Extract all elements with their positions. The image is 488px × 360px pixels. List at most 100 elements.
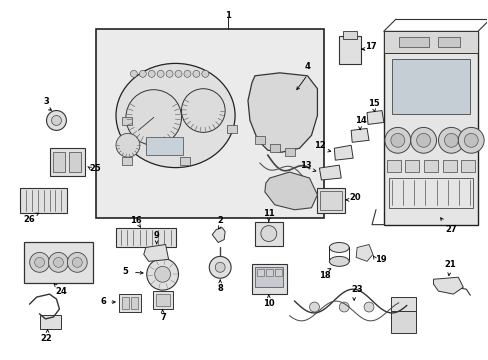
Text: 10: 10 xyxy=(263,299,274,308)
FancyBboxPatch shape xyxy=(317,188,345,213)
Text: 17: 17 xyxy=(365,41,376,50)
Circle shape xyxy=(457,127,483,153)
Text: 20: 20 xyxy=(348,193,360,202)
Text: 14: 14 xyxy=(354,116,366,125)
FancyBboxPatch shape xyxy=(442,160,456,172)
Ellipse shape xyxy=(116,63,235,168)
Text: 7: 7 xyxy=(161,313,166,322)
Circle shape xyxy=(51,116,61,125)
Text: 18: 18 xyxy=(318,271,329,280)
Text: 16: 16 xyxy=(130,216,142,225)
Circle shape xyxy=(192,70,200,77)
Circle shape xyxy=(416,133,429,147)
FancyBboxPatch shape xyxy=(49,148,85,176)
Circle shape xyxy=(410,127,436,153)
FancyBboxPatch shape xyxy=(180,157,190,165)
FancyBboxPatch shape xyxy=(251,264,286,294)
FancyBboxPatch shape xyxy=(69,152,81,172)
Circle shape xyxy=(463,133,477,147)
FancyBboxPatch shape xyxy=(390,297,415,319)
Circle shape xyxy=(260,226,276,242)
Polygon shape xyxy=(334,145,352,160)
Circle shape xyxy=(126,90,181,145)
Circle shape xyxy=(48,252,68,272)
FancyBboxPatch shape xyxy=(122,157,132,165)
Text: 5: 5 xyxy=(122,267,128,276)
FancyBboxPatch shape xyxy=(390,311,415,333)
Text: 1: 1 xyxy=(225,11,231,20)
FancyBboxPatch shape xyxy=(284,148,294,156)
FancyBboxPatch shape xyxy=(145,137,183,155)
FancyBboxPatch shape xyxy=(122,297,129,309)
Text: 23: 23 xyxy=(350,285,362,294)
FancyBboxPatch shape xyxy=(20,188,67,213)
Circle shape xyxy=(183,70,190,77)
Text: 15: 15 xyxy=(367,99,379,108)
Circle shape xyxy=(166,70,173,77)
FancyBboxPatch shape xyxy=(53,152,65,172)
Text: 24: 24 xyxy=(56,287,67,296)
Circle shape xyxy=(72,257,82,267)
Text: 19: 19 xyxy=(374,255,386,264)
FancyBboxPatch shape xyxy=(269,144,279,152)
FancyBboxPatch shape xyxy=(119,294,141,312)
Circle shape xyxy=(215,262,224,272)
Text: 8: 8 xyxy=(217,284,223,293)
Text: 25: 25 xyxy=(89,163,101,172)
FancyBboxPatch shape xyxy=(265,269,272,276)
FancyBboxPatch shape xyxy=(116,228,175,247)
Ellipse shape xyxy=(328,256,348,266)
Text: 21: 21 xyxy=(444,260,455,269)
FancyBboxPatch shape xyxy=(131,297,138,309)
Circle shape xyxy=(181,89,224,132)
Polygon shape xyxy=(350,129,368,142)
Text: 9: 9 xyxy=(154,230,159,239)
FancyBboxPatch shape xyxy=(423,160,437,172)
Polygon shape xyxy=(319,165,341,180)
Circle shape xyxy=(202,70,208,77)
Polygon shape xyxy=(212,228,224,243)
Circle shape xyxy=(309,302,319,312)
FancyBboxPatch shape xyxy=(438,37,459,47)
Circle shape xyxy=(53,257,63,267)
Circle shape xyxy=(364,302,373,312)
FancyBboxPatch shape xyxy=(339,36,360,64)
Circle shape xyxy=(146,258,178,290)
FancyBboxPatch shape xyxy=(122,117,132,125)
Polygon shape xyxy=(366,111,383,125)
FancyBboxPatch shape xyxy=(343,31,356,39)
Text: 12: 12 xyxy=(313,141,325,150)
Circle shape xyxy=(67,252,87,272)
FancyBboxPatch shape xyxy=(460,160,474,172)
Circle shape xyxy=(30,252,49,272)
Polygon shape xyxy=(355,244,372,261)
Polygon shape xyxy=(433,277,462,294)
Text: 26: 26 xyxy=(24,215,36,224)
Circle shape xyxy=(46,111,66,130)
Text: 22: 22 xyxy=(41,334,52,343)
FancyBboxPatch shape xyxy=(256,269,264,276)
Polygon shape xyxy=(264,172,317,210)
Ellipse shape xyxy=(328,243,348,252)
FancyBboxPatch shape xyxy=(155,294,169,306)
Circle shape xyxy=(339,302,348,312)
Circle shape xyxy=(175,70,182,77)
Circle shape xyxy=(148,70,155,77)
Text: 6: 6 xyxy=(100,297,106,306)
Text: 4: 4 xyxy=(304,62,310,71)
Circle shape xyxy=(438,127,463,153)
FancyBboxPatch shape xyxy=(24,242,93,283)
Circle shape xyxy=(116,133,140,157)
Circle shape xyxy=(444,133,457,147)
Circle shape xyxy=(384,127,410,153)
FancyBboxPatch shape xyxy=(386,160,400,172)
FancyBboxPatch shape xyxy=(254,267,282,287)
FancyBboxPatch shape xyxy=(320,191,342,210)
FancyBboxPatch shape xyxy=(383,31,477,53)
Polygon shape xyxy=(143,244,168,261)
Circle shape xyxy=(154,266,170,282)
FancyBboxPatch shape xyxy=(254,222,282,247)
Text: 13: 13 xyxy=(299,161,311,170)
Circle shape xyxy=(139,70,146,77)
Text: 3: 3 xyxy=(43,96,49,105)
